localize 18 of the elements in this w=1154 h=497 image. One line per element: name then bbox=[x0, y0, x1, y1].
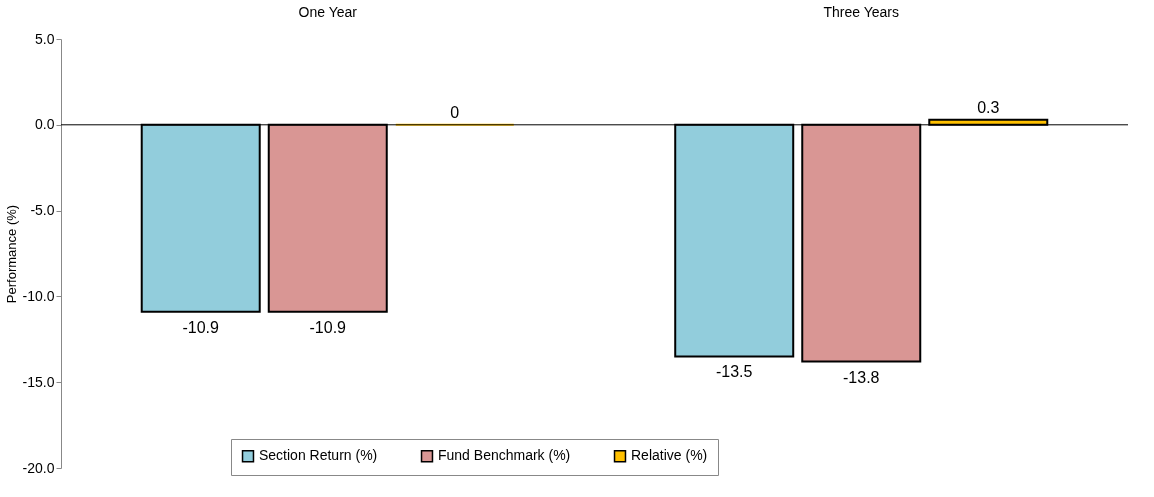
data-label: -13.5 bbox=[715, 363, 753, 381]
x-tick-label: One Year bbox=[298, 3, 358, 20]
y-tick-label: -10.0 bbox=[22, 287, 55, 304]
x-tick-label: Three Years bbox=[823, 3, 899, 20]
legend-label: Section Return (%) bbox=[259, 447, 378, 464]
data-label: -10.9 bbox=[182, 318, 220, 336]
y-tick-label: 0.0 bbox=[35, 116, 55, 133]
data-label: -13.8 bbox=[843, 368, 880, 386]
y-tick-label: -20.0 bbox=[22, 459, 55, 476]
y-tick-label: 5.0 bbox=[35, 30, 55, 47]
data-label: 0.3 bbox=[977, 98, 1000, 116]
y-axis-title: Performance (%) bbox=[3, 204, 19, 304]
data-label: -10.9 bbox=[309, 318, 347, 336]
data-label: 0 bbox=[450, 103, 460, 121]
y-tick-label: -5.0 bbox=[30, 202, 55, 219]
y-tick-label: -15.0 bbox=[22, 373, 55, 390]
legend-label: Relative (%) bbox=[631, 447, 708, 464]
legend-label: Fund Benchmark (%) bbox=[438, 447, 571, 464]
